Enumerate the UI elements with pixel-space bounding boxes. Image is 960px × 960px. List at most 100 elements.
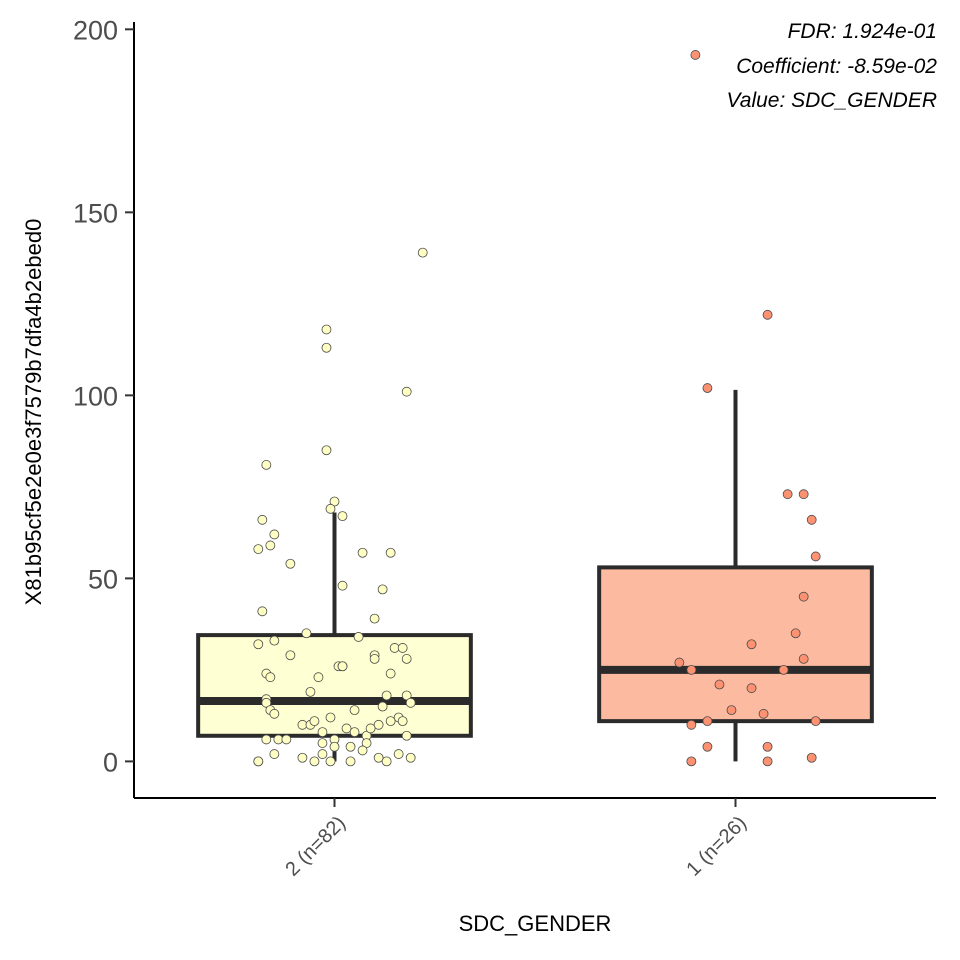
y-tick-label: 200 [73, 15, 118, 45]
data-point [373, 719, 384, 730]
x-tick-label: 1 (n=26) [682, 812, 751, 881]
data-point [790, 628, 801, 639]
data-point [798, 654, 809, 664]
data-point [257, 606, 268, 617]
data-point [337, 580, 348, 591]
data-point [253, 756, 264, 767]
data-point [361, 738, 372, 748]
coefficient-annotation: Coefficient: -8.59e-02 [736, 55, 937, 78]
data-point [309, 716, 320, 727]
data-point [714, 679, 725, 690]
data-point [261, 697, 272, 708]
plot-area [196, 50, 874, 767]
data-point [377, 584, 388, 595]
data-point [269, 749, 280, 759]
y-tick-label: 0 [103, 747, 118, 777]
y-axis: 0 50 100 150 200 [73, 15, 135, 798]
data-point [397, 643, 408, 653]
data-point [401, 730, 412, 741]
data-point [349, 705, 360, 716]
y-tick-label: 50 [88, 564, 118, 594]
x-axis-title: SDC_GENDER [459, 911, 612, 936]
data-point [369, 613, 380, 624]
value-annotation: Value: SDC_GENDER [727, 89, 937, 112]
data-point [405, 752, 416, 763]
data-point [253, 639, 264, 650]
data-point [401, 386, 412, 397]
data-point [397, 716, 408, 727]
data-point [257, 514, 268, 525]
data-point [317, 727, 328, 738]
data-point [762, 741, 773, 752]
data-point [337, 511, 348, 522]
data-point [702, 741, 713, 752]
data-point [357, 547, 368, 558]
data-point [325, 712, 336, 723]
data-point [329, 741, 340, 752]
fdr-annotation: FDR: 1.924e-01 [788, 20, 937, 43]
data-point [417, 247, 428, 258]
data-point [341, 723, 352, 734]
data-point [377, 701, 388, 712]
data-point [810, 716, 821, 727]
data-point [345, 756, 356, 767]
data-point [726, 705, 737, 716]
y-axis-title: X81b95cf5e2e0e3f7579b7dfa4b2ebed0 [21, 219, 46, 606]
data-point [313, 672, 324, 683]
data-point [746, 639, 757, 650]
data-point [746, 683, 757, 694]
data-point [401, 654, 412, 664]
data-point [365, 723, 376, 734]
data-point [321, 445, 332, 456]
data-point [301, 628, 312, 639]
data-point [393, 749, 404, 759]
data-point [297, 752, 308, 763]
data-point [337, 661, 348, 672]
data-point [261, 460, 272, 470]
data-point [758, 708, 769, 719]
data-point [686, 719, 697, 730]
data-point [401, 690, 412, 701]
x-axis: 2 (n=82) 1 (n=26) [134, 797, 936, 881]
data-point [305, 686, 316, 697]
data-point [321, 342, 332, 353]
data-point [762, 309, 773, 320]
data-point [385, 547, 396, 558]
data-point [353, 632, 364, 642]
data-point [806, 752, 817, 763]
data-point [778, 664, 789, 675]
box-group [597, 50, 874, 767]
data-point [317, 738, 328, 748]
data-point [345, 741, 356, 752]
data-point [349, 727, 360, 738]
data-point [285, 650, 296, 661]
data-point [686, 664, 697, 675]
box [196, 633, 473, 738]
data-point [674, 657, 685, 668]
data-point [385, 668, 396, 679]
data-point [281, 734, 292, 745]
data-point [357, 745, 368, 756]
data-point [269, 635, 280, 646]
data-point [317, 749, 328, 759]
data-point [702, 716, 713, 727]
data-point [690, 50, 701, 60]
data-point [686, 756, 697, 767]
data-point [369, 654, 380, 664]
box [597, 565, 874, 724]
data-point [325, 503, 336, 514]
data-point [265, 672, 276, 683]
data-point [381, 690, 392, 701]
data-point [309, 756, 320, 767]
data-point [806, 514, 817, 525]
data-point [702, 383, 713, 393]
data-point [810, 551, 821, 562]
data-point [762, 756, 773, 767]
data-point [329, 496, 340, 507]
data-point [798, 489, 809, 500]
data-point [261, 734, 272, 745]
data-point [373, 752, 384, 763]
data-point [405, 697, 416, 708]
data-point [782, 489, 793, 500]
